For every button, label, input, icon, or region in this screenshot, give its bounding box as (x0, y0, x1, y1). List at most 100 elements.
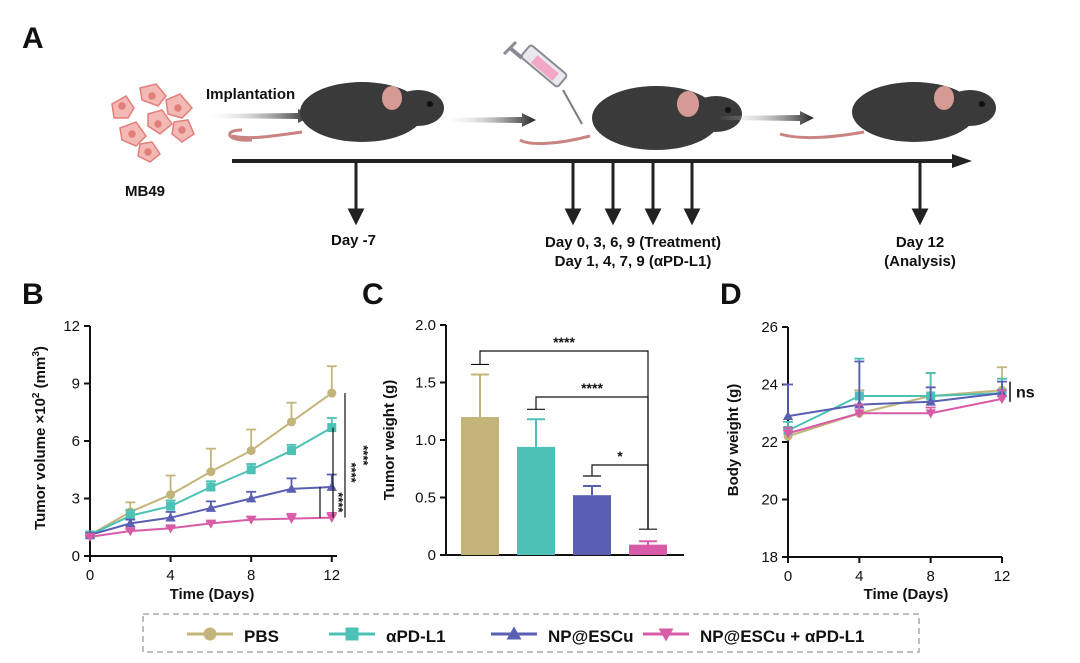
legend-label-combo: NP@ESCu + αPD-L1 (700, 627, 864, 646)
significance-bracket (591, 464, 649, 530)
data-point (286, 483, 297, 493)
bar-pbs (461, 417, 499, 555)
data-point (84, 533, 96, 543)
chart-b-xlabel: Time (Days) (170, 586, 255, 603)
series-np (782, 360, 1008, 420)
syringe-icon (502, 40, 583, 125)
treatment-label-1: Day 0, 3, 6, 9 (Treatment) (545, 234, 721, 251)
data-point (326, 481, 337, 491)
data-point (854, 409, 865, 419)
significance-label: **** (331, 492, 346, 513)
legend-marker-pbs (187, 627, 233, 641)
data-point (782, 429, 794, 439)
data-point (165, 512, 176, 522)
legend: PBS αPD-L1 NP@ESCu NP@ESCu + αPD-L1 (142, 613, 920, 653)
transfer-arrow-1 (440, 113, 536, 127)
significance-label: * (617, 448, 623, 464)
significance-bracket (535, 396, 649, 530)
significance-bracket (479, 350, 649, 530)
panel-a: A MB49 Implantation (22, 22, 996, 270)
chart-d-xlabel: Time (Days) (864, 586, 949, 603)
panel-b-label: B (22, 278, 44, 311)
timeline-ticks (347, 163, 929, 226)
legend-label-apdl1: αPD-L1 (386, 627, 446, 646)
series-line (787, 392, 1003, 432)
x-tick-label: 4 (166, 567, 174, 584)
data-point (326, 513, 337, 523)
data-point (125, 511, 135, 521)
legend-marker-combo (643, 628, 689, 642)
y-tick-label: 22 (761, 434, 778, 451)
data-point (327, 388, 337, 398)
data-point (125, 518, 136, 528)
data-point (246, 493, 257, 503)
y-tick-label: 9 (72, 376, 80, 393)
data-point (286, 514, 297, 524)
data-point (166, 501, 176, 511)
series-combo (782, 389, 1008, 439)
cells-label: MB49 (125, 183, 165, 200)
panel-d-label: D (720, 278, 742, 311)
data-point (782, 410, 794, 420)
legend-label-pbs: PBS (244, 627, 279, 646)
y-tick-label: 0 (428, 547, 436, 564)
legend-label-np: NP@ESCu (548, 627, 634, 646)
y-tick-label: 3 (72, 491, 80, 508)
data-point (205, 519, 217, 529)
data-point (205, 502, 217, 512)
data-point (166, 490, 176, 500)
y-tick-label: 24 (761, 377, 778, 394)
x-tick-label: 0 (86, 567, 94, 584)
timeline-arrowhead (952, 154, 972, 168)
analysis-label-2: (Analysis) (884, 253, 956, 270)
tumor-weight-chart: 00.51.01.52.0********* (415, 317, 684, 564)
y-tick-label: 1.5 (415, 375, 436, 392)
x-tick-label: 8 (926, 568, 934, 585)
bar-np (573, 495, 611, 555)
legend-marker-np (491, 626, 537, 640)
legend-frame (142, 613, 920, 653)
significance-label: **** (581, 380, 603, 396)
data-point (286, 446, 296, 456)
chart-d-ylabel: Body weight (g) (725, 384, 742, 497)
y-tick-label: 18 (761, 549, 778, 566)
significance-label: ns (1016, 385, 1035, 402)
significance-label: **** (356, 445, 371, 466)
legend-symbol (345, 627, 359, 641)
y-tick-label: 2.0 (415, 317, 436, 334)
data-point (125, 527, 136, 537)
y-tick-label: 20 (761, 492, 778, 509)
significance-label: **** (344, 463, 359, 484)
chart-c-ylabel: Tumor weight (g) (381, 380, 398, 501)
legend-symbol (203, 627, 217, 641)
x-tick-label: 8 (247, 567, 255, 584)
legend-symbol (658, 628, 674, 642)
series-pbs (85, 365, 337, 540)
y-tick-label: 6 (72, 433, 80, 450)
data-point (246, 446, 256, 456)
y-tick-label: 1.0 (415, 432, 436, 449)
y-tick-label: 0.5 (415, 490, 436, 507)
transfer-arrow-2 (718, 111, 814, 125)
series-combo (84, 511, 337, 543)
mouse-icon (228, 82, 444, 142)
series-line (787, 397, 1003, 435)
day-minus7-label: Day -7 (331, 232, 376, 249)
y-tick-label: 26 (761, 319, 778, 336)
body-weight-chart: 18 20 22 24 26 0 4 8 12 ns (761, 319, 1034, 585)
series-line (787, 392, 1003, 418)
panel-c: C 00.51.01.52.0********* Tumor weight (g… (362, 278, 684, 564)
mouse-icon (779, 82, 996, 142)
data-point (246, 515, 257, 525)
significance-label: **** (553, 334, 575, 350)
data-point (996, 395, 1008, 405)
data-point (206, 482, 216, 492)
data-point (206, 467, 216, 477)
cells-icon (111, 83, 195, 163)
x-tick-label: 12 (323, 567, 340, 584)
y-tick-label: 12 (63, 318, 80, 335)
data-point (246, 465, 256, 475)
